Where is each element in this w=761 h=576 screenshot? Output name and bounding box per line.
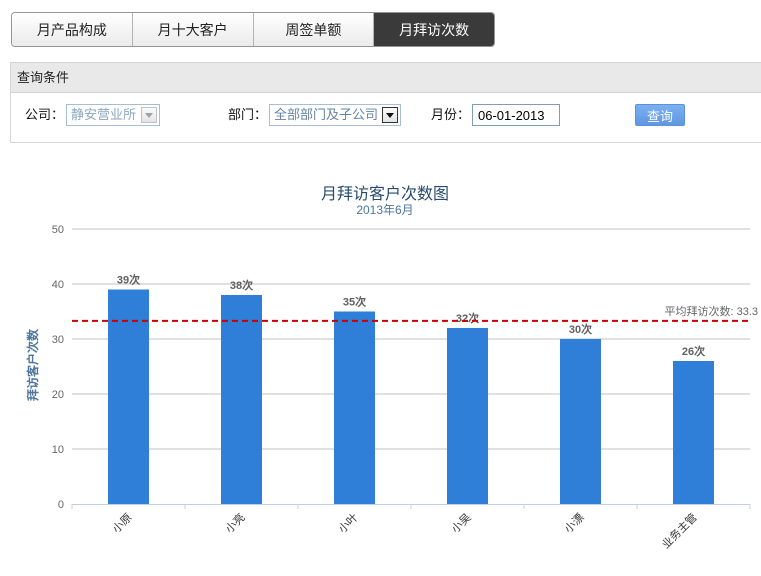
y-tick-label: 30 xyxy=(52,334,64,346)
tab-monthly-visit-count[interactable]: 月拜访次数 xyxy=(374,13,494,46)
x-tick-label: 小原 xyxy=(110,511,135,536)
bar xyxy=(108,289,149,504)
x-tick-label: 小漂 xyxy=(562,511,587,536)
month-input[interactable] xyxy=(472,104,560,126)
data-label: 32次 xyxy=(456,311,479,325)
data-label: 30次 xyxy=(569,322,592,336)
bar xyxy=(221,295,262,504)
chart-title: 月拜访客户次数图 xyxy=(321,185,449,203)
y-tick-label: 20 xyxy=(52,389,64,401)
data-label: 39次 xyxy=(117,273,140,287)
y-tick-label: 0 xyxy=(58,499,64,511)
chevron-down-icon[interactable] xyxy=(141,107,157,123)
data-label: 26次 xyxy=(682,344,705,358)
company-label: 公司： xyxy=(25,107,65,122)
tab-monthly-top-ten-customers[interactable]: 月十大客户 xyxy=(132,13,254,46)
tab-monthly-product-mix[interactable]: 月产品构成 xyxy=(12,13,133,46)
bar xyxy=(560,339,601,504)
department-label: 部门： xyxy=(228,107,268,122)
x-tick-label: 小亮 xyxy=(222,510,247,535)
chart-subtitle: 2013年6月 xyxy=(356,203,413,217)
y-tick-label: 50 xyxy=(52,224,64,236)
x-tick-label: 小叶 xyxy=(336,511,361,536)
average-line-label: 平均拜访次数: 33.3 xyxy=(664,304,758,318)
query-panel: 查询条件 公司： 静安营业所 部门： 全部部门及子公司 月份： 查询 xyxy=(10,62,761,143)
query-panel-header: 查询条件 xyxy=(11,63,761,93)
company-select[interactable]: 静安营业所 xyxy=(66,104,160,126)
chart-container: 月拜访客户次数图 2013年6月 0 10 20 30 40 50 拜访客户次数 39次 38次 35… xyxy=(0,160,761,571)
x-tick-label: 业务主管 xyxy=(659,510,700,551)
y-tick-label: 40 xyxy=(52,279,64,291)
tab-weekly-sales-amount[interactable]: 周签单额 xyxy=(253,13,375,46)
query-button[interactable]: 查询 xyxy=(635,104,685,126)
bar xyxy=(334,311,375,504)
report-tabs: 月产品构成 月十大客户 周签单额 月拜访次数 xyxy=(11,12,495,47)
department-select[interactable]: 全部部门及子公司 xyxy=(269,104,401,126)
data-label: 38次 xyxy=(230,278,253,292)
month-label: 月份： xyxy=(431,107,471,122)
bar xyxy=(447,328,488,504)
bar xyxy=(673,361,714,504)
data-label: 35次 xyxy=(343,295,366,309)
y-axis-title: 拜访客户次数 xyxy=(25,328,40,401)
chevron-down-icon[interactable] xyxy=(382,107,398,123)
company-select-value: 静安营业所 xyxy=(71,107,137,122)
department-select-value: 全部部门及子公司 xyxy=(274,107,379,122)
x-tick-label: 小吴 xyxy=(449,511,474,536)
y-tick-label: 10 xyxy=(52,444,64,456)
